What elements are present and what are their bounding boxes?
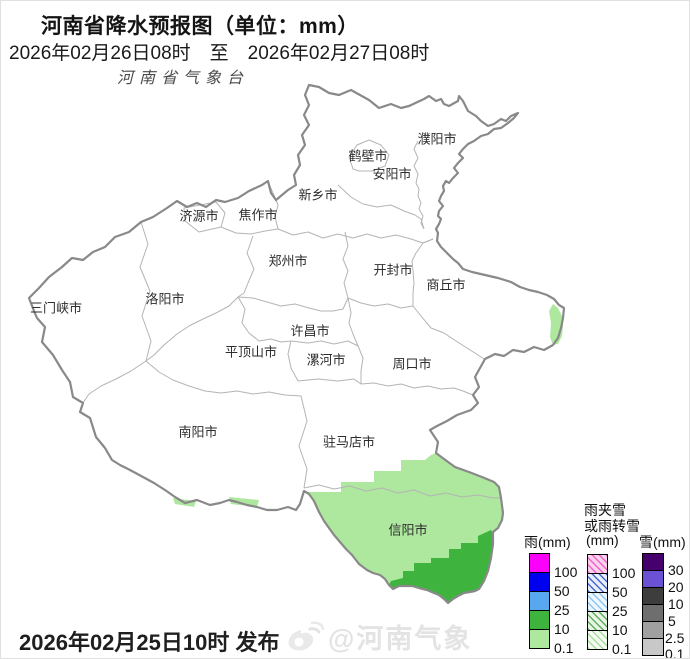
city-label: 濮阳市: [417, 131, 457, 147]
legend-sleet-label: 100: [612, 565, 636, 581]
city-label: 信阳市: [388, 522, 428, 538]
watermark: @河南气象: [284, 617, 472, 656]
city-label: 新乡市: [298, 187, 338, 203]
legend-sleet-swatch: [587, 611, 608, 631]
watermark-text: @河南气象: [328, 624, 473, 654]
legend-rain-swatch: [529, 553, 550, 573]
legend-sleet-swatch: [587, 573, 608, 593]
legend-snow-label: 10: [668, 596, 684, 612]
legend-snow-swatch: [642, 621, 664, 639]
legend-snow-swatch: [642, 570, 664, 588]
legend-snow-label: 20: [668, 579, 684, 595]
legend-sleet-label: 10: [612, 622, 628, 638]
city-label: 济源市: [179, 208, 219, 224]
legend-sleet-title-line1: 雨夹雪: [584, 502, 626, 518]
legend-rain-label: 50: [554, 583, 570, 599]
city-label: 许昌市: [290, 323, 330, 339]
legend-rain-label: 25: [554, 602, 570, 618]
precipitation-moderate-rain-area: [389, 530, 493, 603]
city-label: 鹤壁市: [348, 148, 388, 164]
legend-snow-label: 0.1: [665, 646, 685, 659]
legend-snow-swatch: [642, 638, 664, 656]
legend-rain-label: 0.1: [554, 640, 574, 656]
legend-snow-label: 2.5: [665, 630, 685, 646]
weibo-icon: [288, 621, 324, 650]
legend-sleet-swatch: [587, 554, 608, 574]
agency-name: 河南省气象台: [116, 68, 250, 87]
legend-rain-swatch: [529, 629, 550, 649]
city-label: 周口市: [392, 356, 432, 372]
legend-snow-swatch: [642, 553, 664, 571]
legend-snow-swatch: [642, 604, 664, 622]
legend-rain-label: 10: [554, 621, 570, 637]
legend-rain-label: 100: [554, 564, 578, 580]
city-label: 洛阳市: [145, 291, 185, 307]
legend-sleet-swatch: [587, 630, 608, 650]
legend-sleet-swatch: [587, 592, 608, 612]
legend-snow-title: 雪(mm): [639, 534, 686, 550]
legend-sleet-title-line3: (mm): [586, 532, 619, 548]
legend-rain-swatch: [529, 591, 550, 611]
forecast-date-range: 2026年02月26日08时 至 2026年02月27日08时: [9, 43, 430, 64]
city-label: 商丘市: [426, 277, 466, 293]
page-title: 河南省降水预报图（单位：mm）: [41, 15, 359, 38]
legend-snow-label: 5: [668, 613, 676, 629]
legend-rain-swatch: [529, 572, 550, 592]
city-label: 郑州市: [268, 253, 308, 269]
city-label: 三门峡市: [29, 300, 83, 316]
city-borders: [82, 139, 501, 499]
legend-sleet-label: 25: [612, 603, 628, 619]
city-label: 安阳市: [372, 166, 412, 182]
legend-rain-title: 雨(mm): [524, 534, 571, 550]
legend-snow-swatch: [642, 587, 664, 605]
city-label: 驻马店市: [322, 434, 376, 450]
city-label: 平顶山市: [224, 344, 278, 360]
legend-sleet-label: 0.1: [612, 641, 632, 657]
legend-rain-swatch: [529, 610, 550, 630]
legend-snow-label: 30: [668, 562, 684, 578]
province-border: [27, 83, 566, 605]
legend-sleet-title-line2: 或雨转雪: [584, 518, 640, 534]
city-label: 开封市: [373, 262, 413, 278]
city-label: 漯河市: [306, 352, 346, 368]
city-label: 南阳市: [178, 424, 218, 440]
publish-time: 2026年02月25日10时 发布: [19, 630, 280, 655]
city-label: 焦作市: [238, 207, 278, 223]
legend-sleet-label: 50: [612, 584, 628, 600]
